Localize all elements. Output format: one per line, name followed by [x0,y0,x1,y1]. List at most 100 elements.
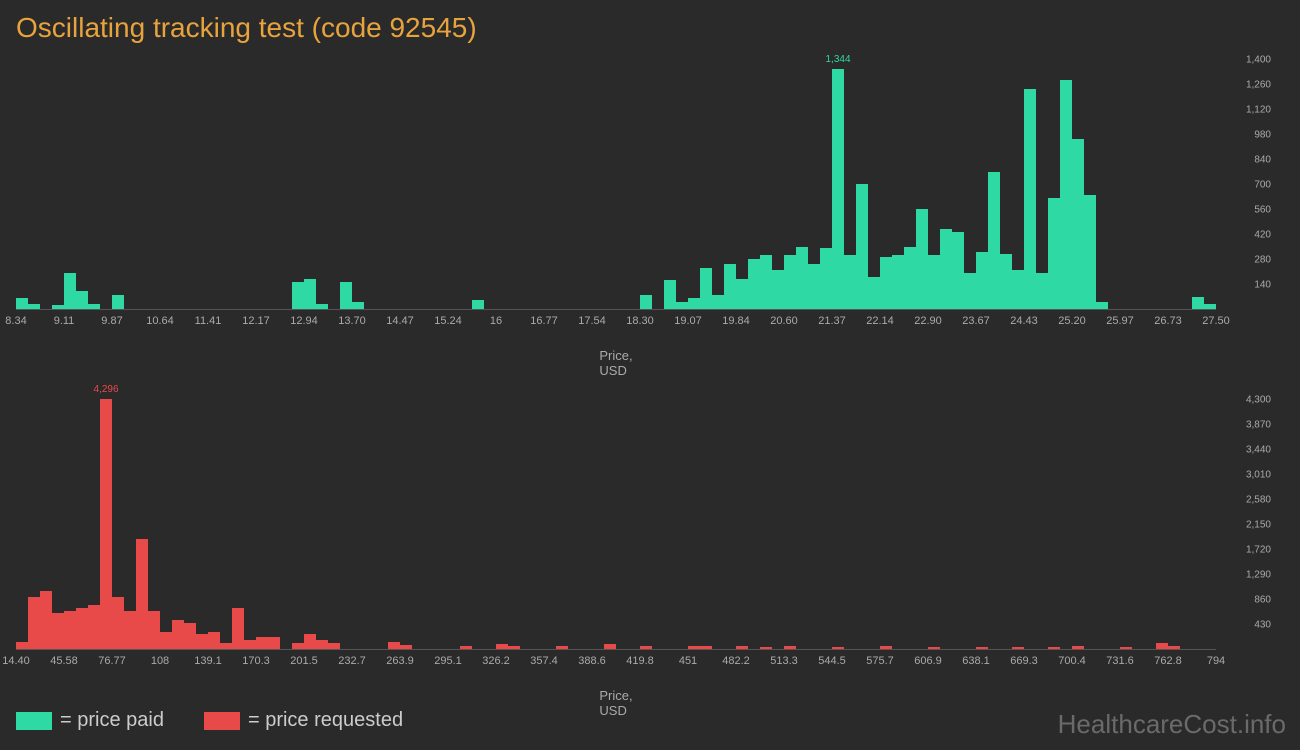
y-tick: 840 [1254,155,1271,166]
bar [1048,647,1060,649]
bar [316,640,328,649]
bar [916,209,928,309]
bar [880,257,892,309]
x-tick: 13.70 [338,315,366,327]
bar [28,597,40,649]
y-tick: 2,580 [1246,495,1271,506]
x-tick: 451 [679,655,697,667]
bar [1048,198,1060,309]
x-tick: 762.8 [1154,655,1182,667]
x-tick: 700.4 [1058,655,1086,667]
y-tick: 430 [1254,620,1271,631]
y-tick: 1,720 [1246,545,1271,556]
bar [208,632,220,649]
x-tick: 295.1 [434,655,462,667]
x-tick: 22.14 [866,315,894,327]
x-tick: 20.60 [770,315,798,327]
bar [328,643,340,649]
bar [832,69,844,309]
bar [496,644,508,649]
bar [388,642,400,649]
bar [196,634,208,649]
y-tick: 3,010 [1246,470,1271,481]
x-tick: 388.6 [578,655,606,667]
bar [976,252,988,309]
x-tick: 27.50 [1202,315,1230,327]
bar [76,608,88,649]
legend-label-paid: = price paid [60,709,164,732]
x-tick: 12.94 [290,315,318,327]
bar [796,247,808,310]
y-tick: 980 [1254,130,1271,141]
bar [316,304,328,309]
bar [112,597,124,649]
bar [928,255,940,309]
x-tick: 21.37 [818,315,846,327]
x-tick: 575.7 [866,655,894,667]
x-tick: 794 [1207,655,1225,667]
bar [292,282,304,309]
x-tick: 139.1 [194,655,222,667]
bar [220,643,232,649]
bar [508,646,520,649]
x-tick: 731.6 [1106,655,1134,667]
bar [736,646,748,649]
bar [604,644,616,649]
x-tick: 24.43 [1010,315,1038,327]
legend: = price paid = price requested [16,709,403,732]
bar-max-label: 4,296 [93,384,118,395]
bar [400,645,412,649]
bar [904,247,916,310]
y-tick: 4,300 [1246,395,1271,406]
bar [688,646,700,649]
x-axis-label: Price, USD [599,348,632,378]
bar [16,642,28,649]
bar [88,605,100,649]
x-tick: 19.84 [722,315,750,327]
page-title: Oscillating tracking test (code 92545) [16,12,477,44]
bar [460,646,472,649]
x-tick: 232.7 [338,655,366,667]
x-tick: 22.90 [914,315,942,327]
bar [688,298,700,309]
x-tick: 513.3 [770,655,798,667]
plot-area-requested: 4,29614.4045.5876.77108139.1170.3201.523… [16,400,1216,650]
bar [100,399,112,649]
bar [736,279,748,309]
x-tick: 16 [490,315,502,327]
x-tick: 17.54 [578,315,606,327]
bar [76,291,88,309]
bar [1120,647,1132,649]
x-tick: 45.58 [50,655,78,667]
bar [748,259,760,309]
bar [664,280,676,309]
x-tick: 14.40 [2,655,30,667]
legend-item-requested: = price requested [204,709,403,732]
bar [760,647,772,649]
bar [184,623,196,649]
bar [292,643,304,649]
legend-item-paid: = price paid [16,709,164,732]
bar [340,282,352,309]
bar [1060,80,1072,309]
x-tick: 15.24 [434,315,462,327]
bar [472,300,484,309]
bar [256,637,268,649]
y-tick: 3,440 [1246,445,1271,456]
y-tick: 1,400 [1246,55,1271,66]
bar [832,647,844,649]
bar [556,646,568,649]
bar [940,229,952,309]
bar [40,591,52,649]
bar [1168,646,1180,649]
x-tick: 12.17 [242,315,270,327]
bar [1024,89,1036,309]
bar [1012,270,1024,309]
bar [1000,254,1012,309]
bar [676,302,688,309]
legend-swatch-paid [16,712,52,730]
x-axis-label: Price, USD [599,688,632,718]
bar [1036,273,1048,309]
x-tick: 25.97 [1106,315,1134,327]
bar [52,305,64,309]
